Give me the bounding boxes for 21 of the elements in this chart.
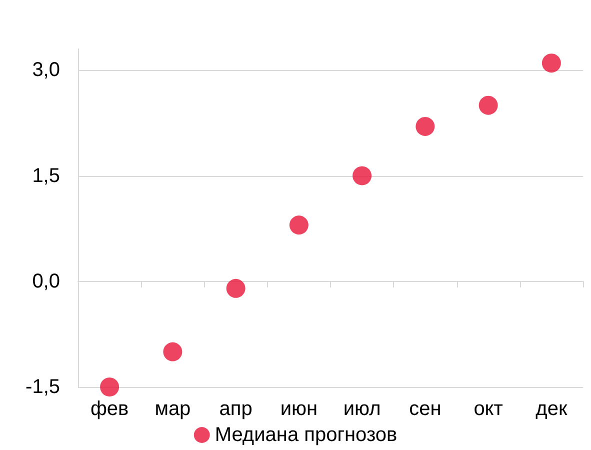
x-tick-label: фев [90, 398, 129, 420]
x-tick-label: мар [154, 398, 191, 420]
point [100, 378, 120, 396]
x-tick-label: сен [409, 398, 442, 420]
x-tick-label: июн [280, 398, 318, 420]
y-tick-label: -1,5 [26, 376, 60, 398]
y-tick-label: 0,0 [32, 270, 60, 292]
point [542, 54, 561, 73]
x-tick-label: окт [474, 398, 503, 420]
x-tick-label: апр [219, 398, 252, 420]
point [416, 116, 435, 136]
legend-label: Медиана прогнозов [214, 424, 398, 446]
point [226, 278, 246, 298]
x-tick-label: июл [343, 398, 381, 420]
point [163, 342, 182, 362]
point [289, 216, 308, 235]
y-tick-label: 1,5 [32, 164, 60, 187]
point [478, 96, 498, 115]
x-tick-label: дек [536, 398, 568, 420]
point [352, 166, 372, 186]
y-tick-label: 3,0 [32, 59, 60, 82]
